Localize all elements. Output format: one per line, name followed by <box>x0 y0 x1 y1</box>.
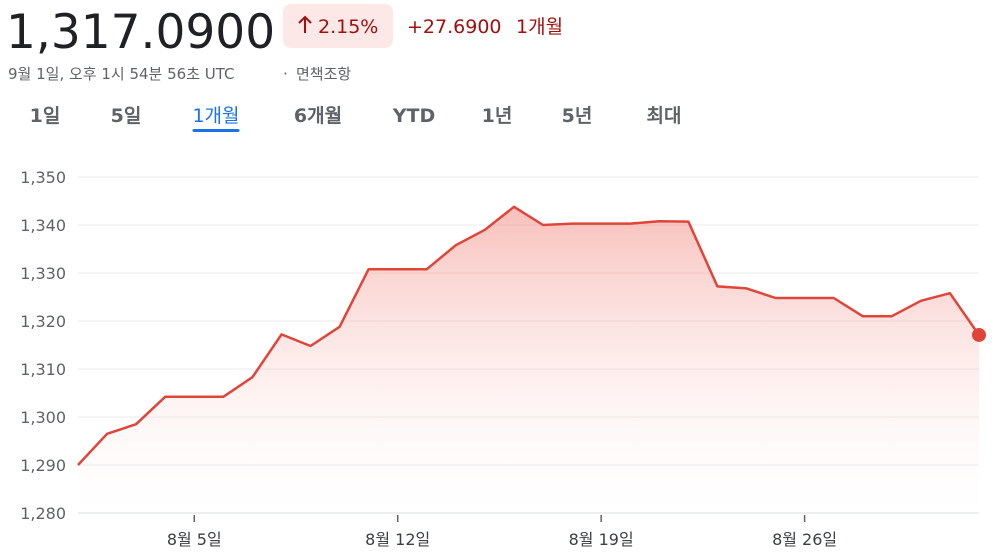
x-tick-label: 8월 5일 <box>167 530 222 549</box>
y-tick-label: 1,330 <box>20 264 66 283</box>
last-point <box>972 327 986 342</box>
tab[interactable]: 1일 <box>30 105 61 127</box>
y-tick-label: 1,280 <box>20 504 66 523</box>
tab[interactable]: YTD <box>392 105 436 127</box>
price-line <box>77 205 981 466</box>
change-pct: 2.15% <box>318 16 378 38</box>
tab-underline <box>192 129 240 132</box>
tab[interactable]: 5일 <box>111 105 142 127</box>
price: 1,317.0900 <box>6 5 275 60</box>
area-fill <box>78 206 979 514</box>
y-tick-label: 1,300 <box>20 408 66 427</box>
change: +27.6900 <box>407 16 502 38</box>
up-arrow <box>298 15 312 33</box>
x-tick-label: 8월 12일 <box>365 530 430 549</box>
tab[interactable]: 5년 <box>562 105 593 127</box>
timestamp: 9월 1일, 오후 1시 54분 56초 UTC <box>8 65 235 83</box>
tab[interactable]: 6개월 <box>294 105 342 127</box>
disclaimer[interactable]: 면책조항 <box>296 65 351 83</box>
separator: · <box>283 65 288 83</box>
period: 1개월 <box>516 16 563 38</box>
tab[interactable]: 1개월 <box>192 105 239 127</box>
x-tick-label: 8월 19일 <box>569 530 634 549</box>
change-badge <box>283 4 393 48</box>
y-tick-label: 1,310 <box>20 360 66 379</box>
y-tick-label: 1,290 <box>20 456 66 475</box>
y-tick-label: 1,320 <box>20 312 66 331</box>
y-tick-label: 1,340 <box>20 216 66 235</box>
y-tick-label: 1,350 <box>20 168 66 187</box>
tab[interactable]: 1년 <box>482 105 513 127</box>
x-tick-label: 8월 26일 <box>772 530 837 549</box>
tab[interactable]: 최대 <box>647 105 682 127</box>
